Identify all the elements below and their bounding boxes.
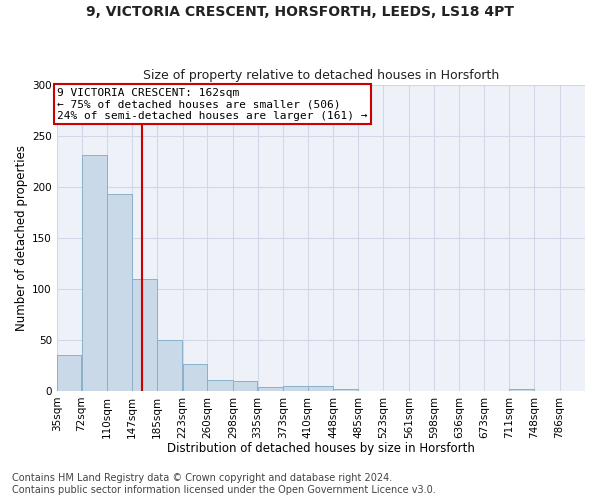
Bar xyxy=(132,278,157,391)
Bar xyxy=(57,355,82,391)
Bar xyxy=(82,155,107,391)
Title: Size of property relative to detached houses in Horsforth: Size of property relative to detached ho… xyxy=(143,69,499,82)
Text: 9 VICTORIA CRESCENT: 162sqm
← 75% of detached houses are smaller (506)
24% of se: 9 VICTORIA CRESCENT: 162sqm ← 75% of det… xyxy=(58,88,368,121)
Bar xyxy=(308,386,333,391)
Bar xyxy=(107,194,131,391)
Text: 9, VICTORIA CRESCENT, HORSFORTH, LEEDS, LS18 4PT: 9, VICTORIA CRESCENT, HORSFORTH, LEEDS, … xyxy=(86,5,514,19)
Bar xyxy=(233,380,257,391)
Bar xyxy=(208,380,233,391)
Bar xyxy=(257,387,283,391)
Y-axis label: Number of detached properties: Number of detached properties xyxy=(15,144,28,330)
Bar xyxy=(333,389,358,391)
Bar xyxy=(182,364,207,391)
Bar xyxy=(157,340,182,391)
Bar xyxy=(509,389,534,391)
X-axis label: Distribution of detached houses by size in Horsforth: Distribution of detached houses by size … xyxy=(167,442,475,455)
Bar xyxy=(283,386,308,391)
Text: Contains HM Land Registry data © Crown copyright and database right 2024.
Contai: Contains HM Land Registry data © Crown c… xyxy=(12,474,436,495)
